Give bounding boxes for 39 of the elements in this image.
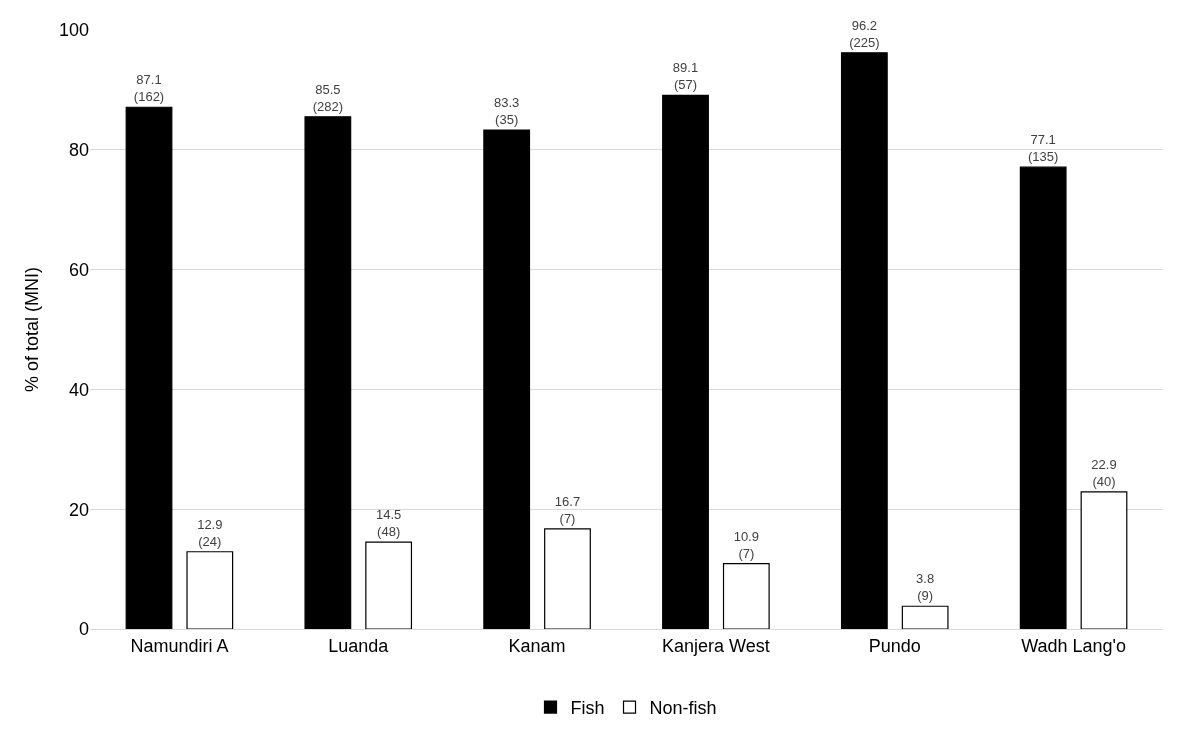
y-tick-label: 20 <box>68 499 89 520</box>
bar <box>186 551 234 629</box>
data-label: 87.1 (162) <box>133 72 165 105</box>
x-tick-label: Wadh Lang'o <box>1021 635 1127 656</box>
data-label: 3.8 (9) <box>916 571 935 604</box>
bar <box>840 52 888 629</box>
data-label: 96.2 (225) <box>849 17 880 50</box>
y-tick-label: 60 <box>68 259 89 280</box>
legend-label: Non-fish <box>649 698 717 719</box>
bar <box>544 528 591 629</box>
x-tick-label: Kanam <box>508 635 566 656</box>
x-tick-label: Kanjera West <box>662 635 770 656</box>
x-tick-label: Luanda <box>328 635 390 656</box>
data-label: 77.1 (135) <box>1028 132 1059 165</box>
bar <box>722 563 770 629</box>
data-label: 14.5 (48) <box>375 507 402 540</box>
x-tick-label: Pundo <box>868 635 921 656</box>
data-label: 10.9 (7) <box>733 528 759 561</box>
y-tick-label: 0 <box>78 619 89 640</box>
bar <box>1080 491 1128 629</box>
data-label: 12.9 (24) <box>197 516 223 549</box>
x-tick-label: Namundiri A <box>130 635 229 656</box>
data-label: 16.7 (7) <box>554 494 581 526</box>
data-label: 85.5 (282) <box>312 81 344 114</box>
bar <box>304 116 352 629</box>
legend-label: Fish <box>570 698 605 719</box>
data-label: 83.3 (35) <box>494 95 520 128</box>
y-axis-title: % of total (MNI) <box>22 266 43 393</box>
bar <box>365 541 413 629</box>
bar <box>1019 166 1067 629</box>
y-tick-label: 80 <box>68 140 89 161</box>
data-label: 22.9 (40) <box>1091 456 1117 489</box>
bar <box>901 605 949 629</box>
bar <box>662 94 709 629</box>
y-tick-label: 100 <box>58 20 89 41</box>
data-label: 89.1 (57) <box>672 60 699 93</box>
bar <box>125 106 173 629</box>
bar <box>483 129 531 629</box>
y-tick-label: 40 <box>68 379 89 400</box>
